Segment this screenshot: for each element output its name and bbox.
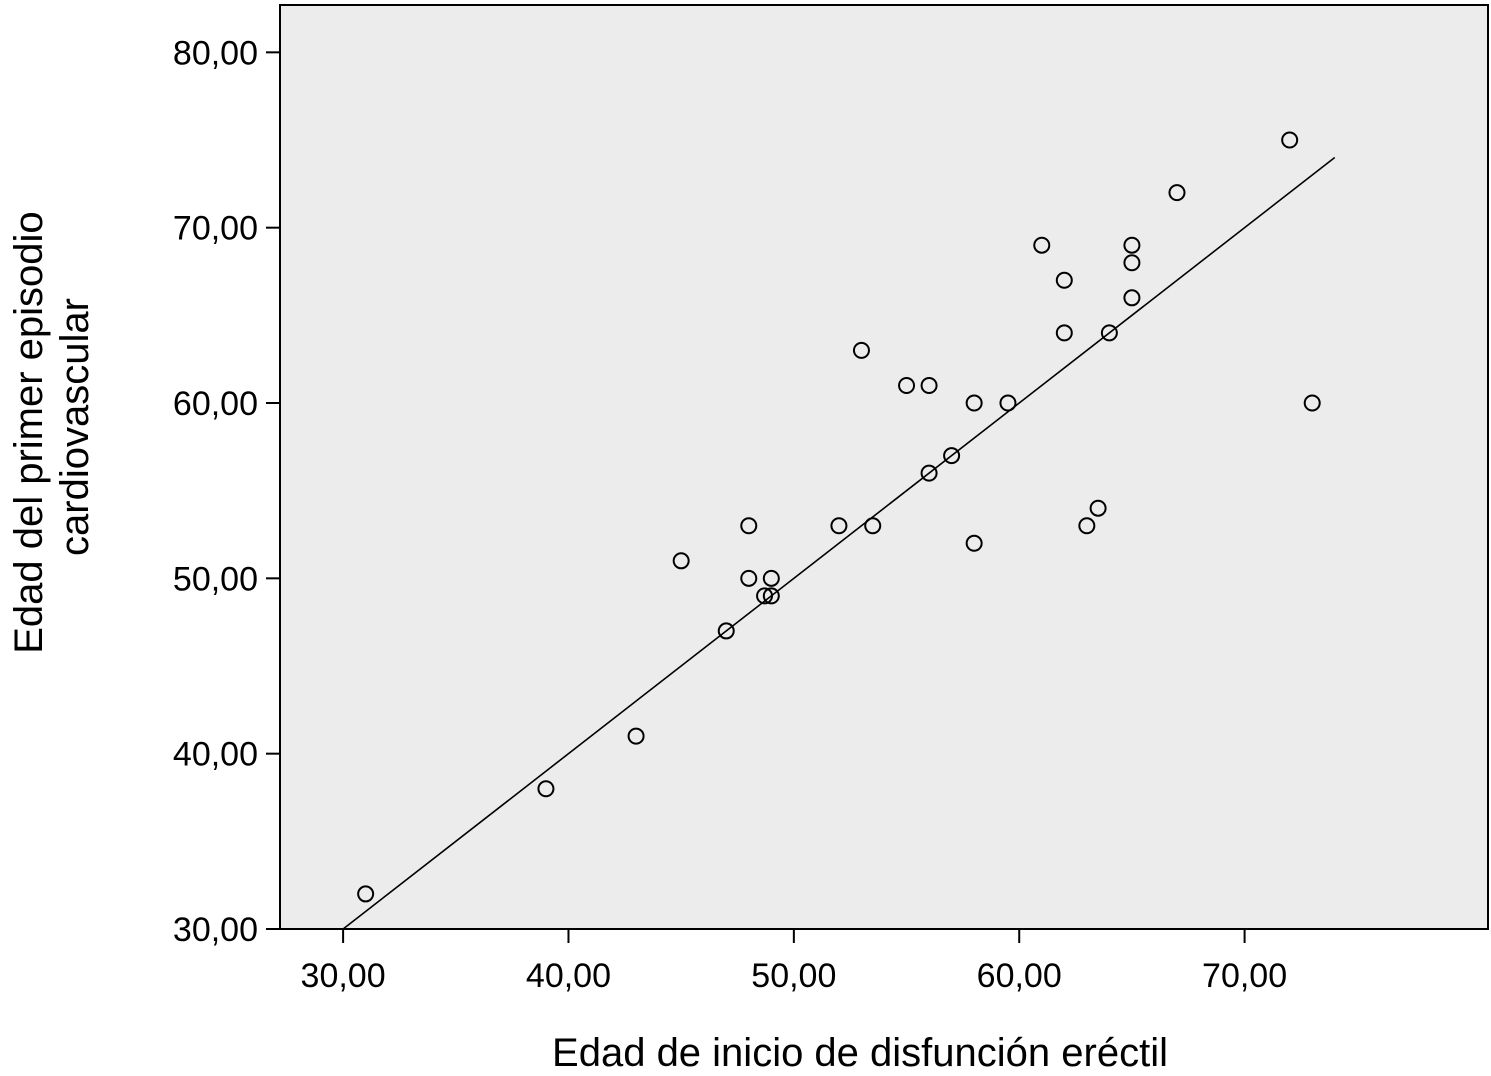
plot-area bbox=[279, 4, 1489, 930]
data-point bbox=[1089, 499, 1107, 517]
data-point bbox=[740, 569, 758, 587]
y-axis-title-line-2: cardiovascular bbox=[53, 298, 97, 556]
data-point bbox=[762, 587, 780, 605]
data-point bbox=[830, 517, 848, 535]
data-point bbox=[1033, 236, 1051, 254]
data-point bbox=[920, 376, 938, 394]
y-axis-title: Edad del primer episodio cardiovascular bbox=[7, 200, 97, 654]
data-point bbox=[1055, 324, 1073, 342]
fit-line-group bbox=[342, 156, 1336, 930]
data-point bbox=[537, 780, 555, 798]
data-point bbox=[965, 394, 983, 412]
data-point bbox=[999, 394, 1017, 412]
data-point bbox=[1100, 324, 1118, 342]
data-point bbox=[898, 376, 916, 394]
data-point bbox=[852, 341, 870, 359]
data-point bbox=[965, 534, 983, 552]
data-point bbox=[943, 447, 961, 465]
data-point bbox=[1168, 184, 1186, 202]
y-tick-label: 70,00 bbox=[173, 210, 258, 248]
data-point bbox=[1055, 271, 1073, 289]
data-point bbox=[717, 622, 735, 640]
y-tick-label: 40,00 bbox=[173, 736, 258, 774]
x-tick-label: 40,00 bbox=[526, 957, 611, 995]
data-point bbox=[1078, 517, 1096, 535]
x-tick-label: 70,00 bbox=[1202, 957, 1287, 995]
y-tick-label: 50,00 bbox=[173, 560, 258, 598]
data-point bbox=[920, 464, 938, 482]
y-tick-label: 80,00 bbox=[173, 34, 258, 72]
y-axis-title-line-1: Edad del primer episodio bbox=[7, 211, 51, 653]
x-tick-label: 60,00 bbox=[977, 957, 1062, 995]
data-points bbox=[357, 131, 1321, 903]
x-tick-label: 30,00 bbox=[301, 957, 386, 995]
x-axis-title: Edad de inicio de disfunción eréctil bbox=[552, 1031, 1168, 1075]
y-tick-label: 60,00 bbox=[173, 385, 258, 423]
y-axis: 30,00 40,00 50,00 60,00 70,00 80,00 bbox=[173, 34, 280, 949]
data-point bbox=[762, 569, 780, 587]
data-point bbox=[740, 517, 758, 535]
data-point bbox=[1303, 394, 1321, 412]
data-point bbox=[357, 885, 375, 903]
y-tick-label: 30,00 bbox=[173, 911, 258, 949]
data-point bbox=[864, 517, 882, 535]
data-point bbox=[1123, 236, 1141, 254]
data-point bbox=[1123, 254, 1141, 272]
x-axis: 30,00 40,00 50,00 60,00 70,00 bbox=[301, 929, 1287, 995]
data-point bbox=[1123, 289, 1141, 307]
data-point bbox=[756, 587, 774, 605]
data-point bbox=[627, 727, 645, 745]
data-point bbox=[672, 552, 690, 570]
data-point bbox=[1281, 131, 1299, 149]
x-tick-label: 50,00 bbox=[751, 957, 836, 995]
fit-line bbox=[342, 156, 1336, 930]
